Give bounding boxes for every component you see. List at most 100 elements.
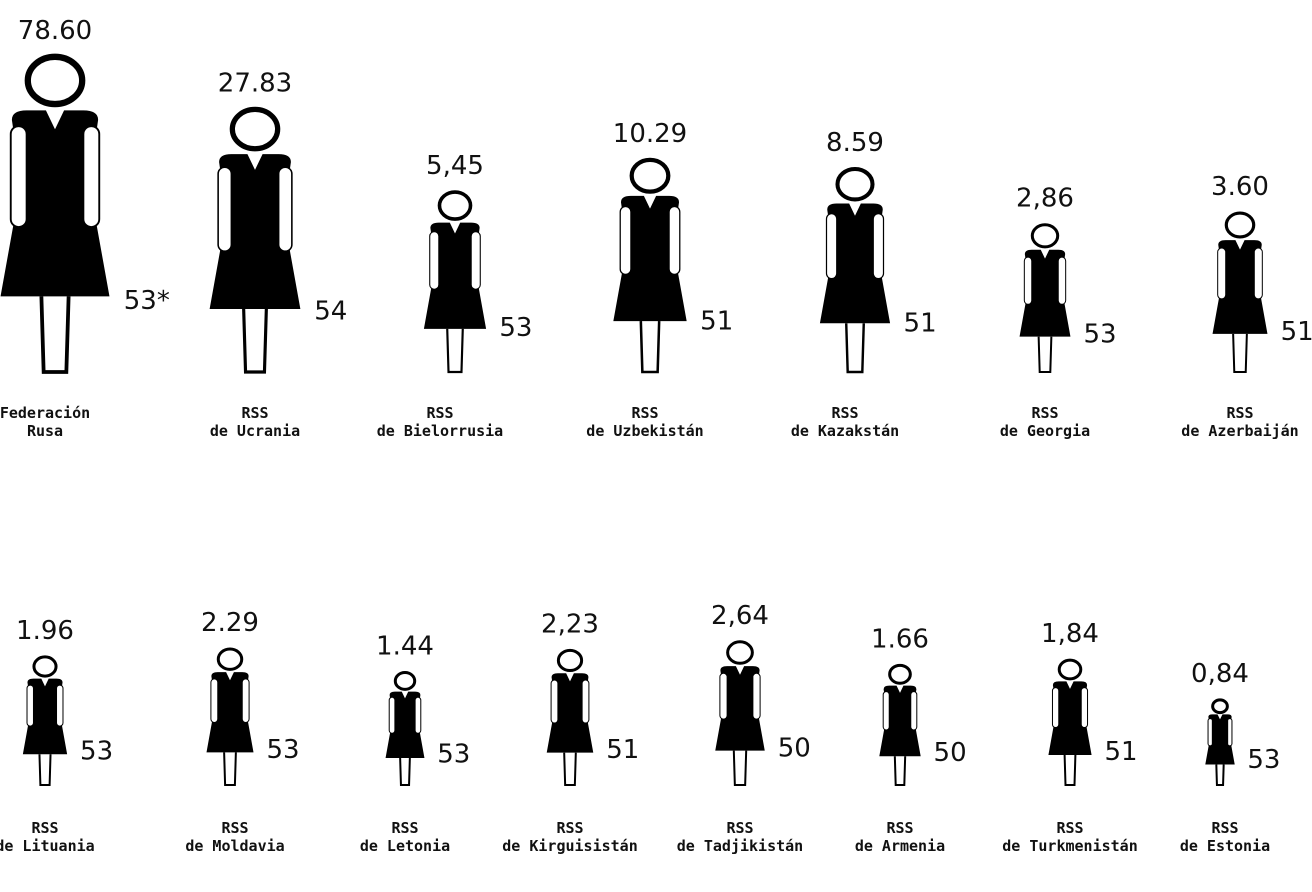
category-label: de Ucrania (210, 422, 300, 440)
figure-arm (753, 673, 760, 719)
figure-arm (1218, 248, 1226, 299)
category-label: RSS (31, 819, 58, 837)
share-label: 53 (266, 735, 299, 765)
woman-figure (547, 650, 594, 785)
category-label: de Turkmenistán (1002, 837, 1137, 855)
category-label: RSS (831, 404, 858, 422)
category-label: de Letonia (360, 837, 450, 855)
figure-arm (279, 167, 292, 251)
chart: 78.6053*FederaciónRusa27.8354RSSde Ucran… (0, 0, 1312, 892)
figure-head (1213, 700, 1228, 713)
category-label: RSS (1226, 404, 1253, 422)
category-label: RSS (391, 819, 418, 837)
category-label: de Moldavia (185, 837, 284, 855)
figure-head (439, 192, 470, 219)
figure-head (1032, 225, 1057, 247)
figure-legs (1233, 334, 1247, 372)
woman-figure (1020, 225, 1071, 372)
category-label: RSS (1031, 404, 1058, 422)
value-label: 1.96 (16, 616, 74, 646)
figure-head (837, 169, 872, 199)
figure-arm (242, 679, 249, 723)
category-label: RSS (886, 819, 913, 837)
figure-arm (1228, 719, 1232, 746)
figure-legs (447, 329, 463, 372)
value-label: 2,86 (1016, 184, 1074, 214)
figure-arm (1052, 688, 1058, 728)
woman-figure (1213, 213, 1268, 372)
figure-arm (826, 214, 836, 279)
figure-legs (1065, 755, 1076, 785)
figure-arm (430, 232, 439, 290)
figure-legs (244, 309, 267, 372)
category-label: de Armenia (855, 837, 945, 855)
share-label: 53 (437, 740, 470, 770)
figure-head (232, 109, 277, 148)
woman-figure (715, 642, 764, 785)
figure-arm (582, 680, 589, 723)
share-label: 53* (124, 286, 170, 316)
figure-head (218, 649, 241, 669)
value-label: 2,64 (711, 601, 769, 631)
figure-legs (895, 756, 905, 785)
category-label: de Kazakstán (791, 422, 899, 440)
category-label: RSS (631, 404, 658, 422)
value-label: 1.44 (376, 632, 434, 662)
figure-arm (11, 126, 27, 227)
share-label: 51 (606, 735, 639, 765)
figure-legs (400, 758, 410, 785)
woman-figure (1, 57, 110, 372)
woman-figure (207, 649, 254, 785)
category-label: de Estonia (1180, 837, 1270, 855)
category-label: de Georgia (1000, 422, 1090, 440)
figure-arm (1081, 688, 1087, 728)
figure-legs (564, 753, 576, 785)
figure-arm (471, 232, 480, 290)
value-label: 2,23 (541, 609, 599, 639)
figure-head (1226, 213, 1253, 237)
figure-head (632, 160, 669, 192)
figure-arm (1254, 248, 1262, 299)
category-label: de Uzbekistán (586, 422, 703, 440)
share-label: 53 (499, 313, 532, 343)
woman-figure (1048, 660, 1091, 785)
share-label: 53 (1247, 745, 1280, 775)
figure-arm (218, 167, 231, 251)
figure-arm (415, 697, 421, 733)
figure-arm (669, 207, 680, 275)
value-label: 27.83 (218, 68, 292, 98)
category-label: de Kirguisistán (502, 837, 637, 855)
figure-arm (27, 685, 33, 726)
woman-figure (820, 169, 890, 372)
value-label: 2.29 (201, 608, 259, 638)
figure-arm (57, 685, 63, 726)
share-label: 51 (700, 307, 733, 337)
figure-legs (224, 752, 236, 785)
share-label: 54 (314, 296, 347, 326)
category-label: RSS (1211, 819, 1238, 837)
category-label: RSS (1056, 819, 1083, 837)
figure-legs (41, 296, 68, 372)
woman-figure (613, 160, 686, 372)
category-label: RSS (426, 404, 453, 422)
figure-head (395, 673, 414, 690)
category-label: de Bielorrusia (377, 422, 503, 440)
figure-arm (883, 692, 889, 730)
figure-arm (1058, 257, 1065, 304)
category-label: Rusa (27, 422, 63, 440)
category-label: de Lituania (0, 837, 95, 855)
value-label: 3.60 (1211, 172, 1269, 202)
figure-arm (1024, 257, 1031, 304)
woman-figure (386, 673, 425, 785)
value-label: 0,84 (1191, 659, 1249, 689)
value-label: 1,84 (1041, 619, 1099, 649)
figure-head (890, 665, 911, 683)
figure-legs (1216, 765, 1223, 785)
figure-legs (734, 751, 746, 785)
figure-legs (1039, 337, 1052, 372)
value-label: 5,45 (426, 151, 484, 181)
share-label: 50 (778, 733, 811, 763)
figure-head (34, 657, 56, 676)
figure-head (1059, 660, 1081, 679)
value-label: 8.59 (826, 128, 884, 158)
